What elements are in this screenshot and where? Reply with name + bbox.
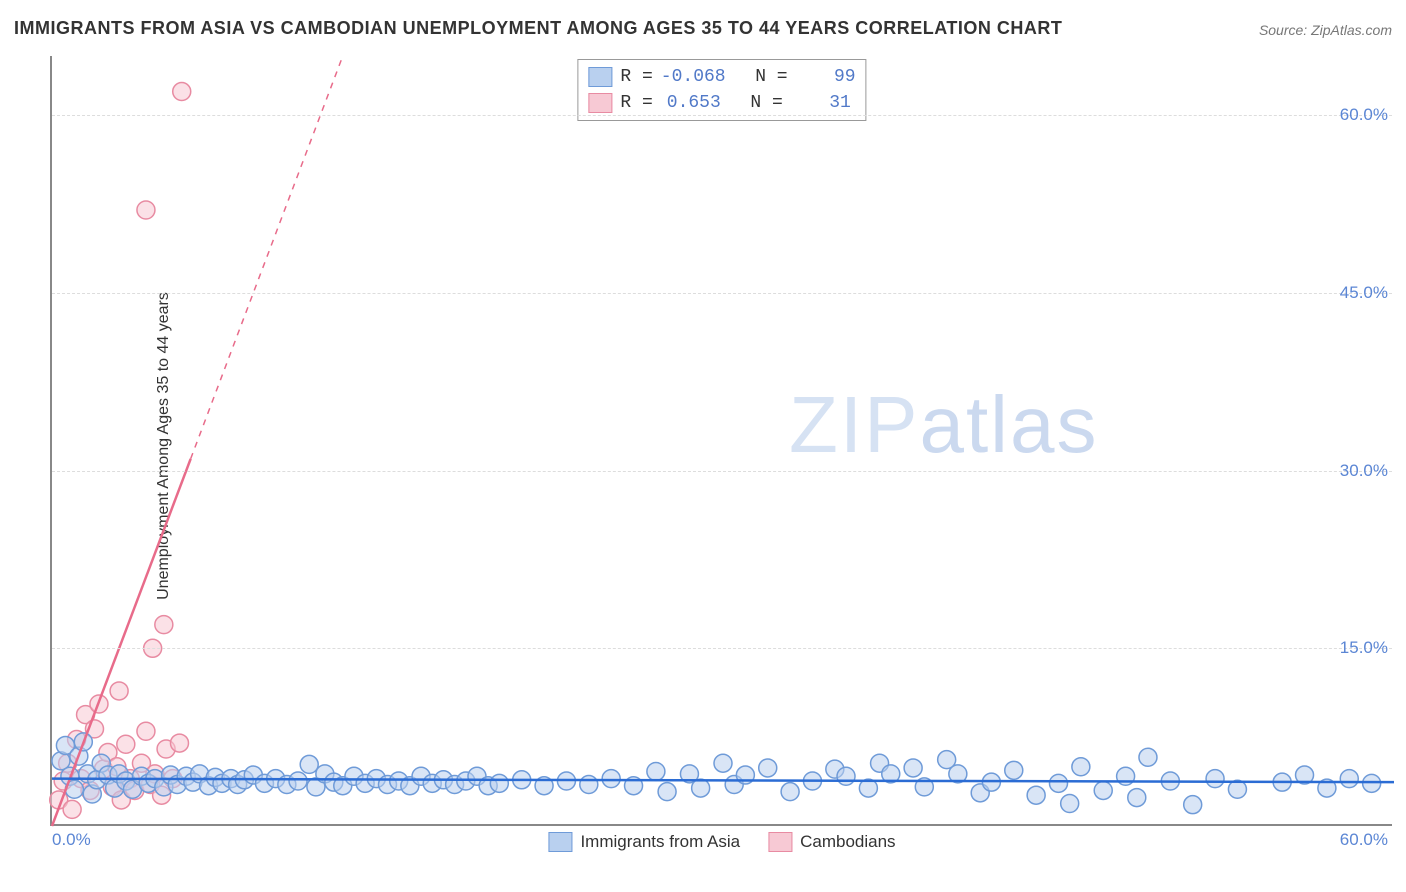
chart-title: IMMIGRANTS FROM ASIA VS CAMBODIAN UNEMPL… (14, 18, 1062, 38)
gridline (52, 471, 1392, 472)
source-attribution: Source: ZipAtlas.com (1259, 22, 1392, 38)
legend-swatch (588, 67, 612, 87)
chart-plot-area: ZIPatlas R =-0.068 N =99R =0.653 N =31 0… (50, 56, 1392, 826)
correlation-legend: R =-0.068 N =99R =0.653 N =31 (577, 59, 866, 121)
x-tick-min: 0.0% (52, 830, 91, 850)
legend-row: R =-0.068 N =99 (588, 64, 855, 90)
gridline (52, 648, 1392, 649)
y-tick-label: 30.0% (1340, 461, 1388, 481)
series-legend: Immigrants from Asia Cambodians (548, 832, 895, 852)
gridline (52, 115, 1392, 116)
legend-label: Cambodians (800, 832, 895, 852)
x-tick-max: 60.0% (1340, 830, 1388, 850)
legend-swatch (588, 93, 612, 113)
y-tick-label: 60.0% (1340, 105, 1388, 125)
legend-row: R =0.653 N =31 (588, 90, 855, 116)
legend-item: Cambodians (768, 832, 895, 852)
gridline (52, 293, 1392, 294)
legend-swatch (548, 832, 572, 852)
legend-swatch (768, 832, 792, 852)
scatter-svg (52, 56, 1392, 824)
y-tick-label: 45.0% (1340, 283, 1388, 303)
y-tick-label: 15.0% (1340, 638, 1388, 658)
legend-label: Immigrants from Asia (580, 832, 740, 852)
legend-item: Immigrants from Asia (548, 832, 740, 852)
